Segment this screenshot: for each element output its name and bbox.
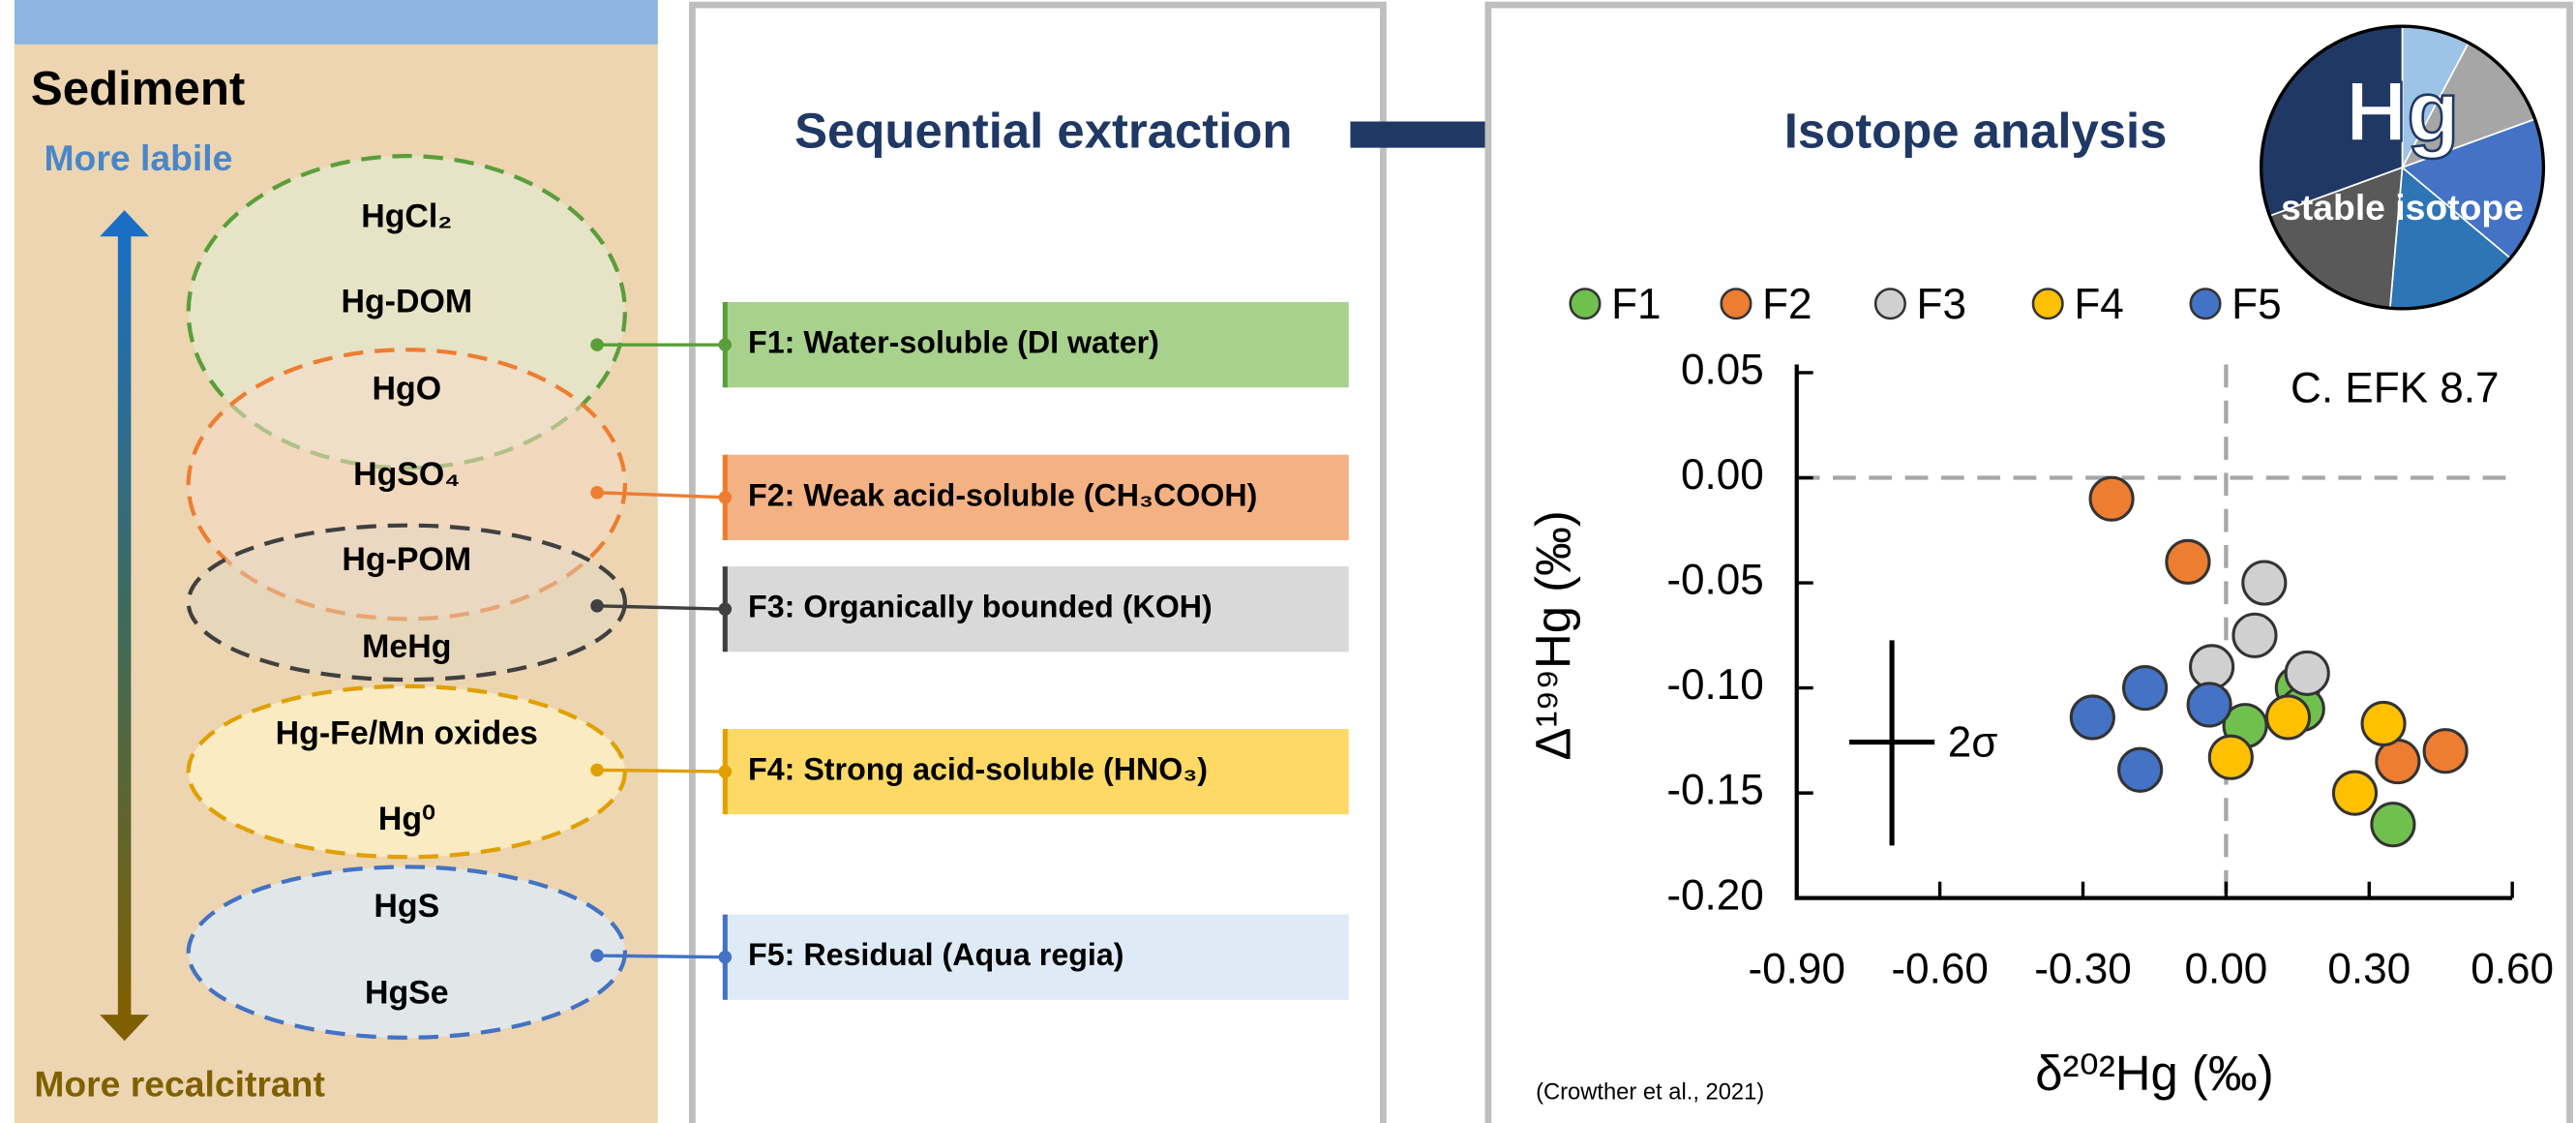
y-tick-label: -0.10 (1666, 661, 1763, 709)
y-tick-label: -0.15 (1666, 767, 1763, 814)
sediment-title: Sediment (31, 62, 245, 115)
species: HgSe (365, 975, 449, 1012)
connector (596, 491, 726, 500)
fraction-box (725, 914, 1349, 1000)
legend-marker (2189, 288, 2222, 320)
data-point (2370, 802, 2416, 848)
y-tick-label: -0.20 (1666, 871, 1763, 919)
fraction-box (725, 454, 1349, 540)
arrow-head (100, 1015, 150, 1042)
x-tick-label: 0.00 (2184, 946, 2267, 993)
pool (186, 865, 627, 1040)
connector-dot (718, 602, 733, 616)
x-tick-label: -0.30 (2034, 946, 2131, 993)
legend-label: F2 (1762, 281, 1812, 328)
y-tick-label: 0.00 (1681, 451, 1764, 499)
legend-marker (1873, 288, 1906, 320)
connector-dot (590, 949, 604, 962)
fraction-label: F3: Organically bounded (KOH) (748, 590, 1213, 624)
species: MeHg (362, 628, 451, 665)
data-point (2189, 644, 2235, 690)
pool (186, 348, 627, 622)
fraction-label: F2: Weak acid-soluble (CH₃COOH) (748, 477, 1257, 512)
connector-dot (718, 950, 733, 964)
data-point (2122, 665, 2169, 712)
species: Hg-POM (342, 541, 471, 578)
species: HgS (374, 888, 439, 925)
legend-label: F3 (1917, 281, 1966, 328)
connector-dot (718, 491, 733, 504)
connector (597, 768, 726, 774)
badge-symbol: Hg (2346, 63, 2460, 159)
fraction-label: F4: Strong acid-soluble (HNO₃) (748, 752, 1208, 787)
x-tick-label: -0.90 (1748, 946, 1844, 993)
legend-marker (1569, 288, 1602, 320)
arrow-head (100, 210, 150, 237)
data-point (2422, 728, 2469, 774)
data-point (2360, 700, 2407, 747)
data-point (2165, 538, 2211, 585)
legend-label: F1 (1611, 281, 1661, 328)
species: Hg⁰ (378, 801, 435, 837)
y-tick-label: 0.05 (1681, 347, 1764, 394)
lability-arrow (117, 232, 132, 1018)
annotation: C. EFK 8.7 (2291, 364, 2500, 411)
source: (Crowther et al., 2021) (1536, 1080, 1764, 1106)
y-axis-label: Δ¹⁹⁹Hg (‰) (1526, 510, 1581, 760)
fraction-label: F1: Water-soluble (DI water) (748, 325, 1159, 360)
connector-dot (718, 338, 733, 351)
data-point (2331, 770, 2379, 816)
connector-dot (590, 599, 604, 613)
x-tick-label: 0.60 (2471, 946, 2554, 993)
x-tick-label: -0.60 (1891, 946, 1988, 993)
species: HgSO₄ (353, 456, 460, 493)
legend-marker (2031, 288, 2064, 320)
species: HgCl₂ (361, 198, 452, 235)
x-tick-label: 0.30 (2327, 946, 2411, 993)
analysis-title: Isotope analysis (1784, 104, 2168, 159)
fraction-box (725, 566, 1349, 653)
fractions: F1: Water-soluble (DI water) F2: Weak aci… (590, 302, 1349, 1000)
data-point (2207, 734, 2254, 780)
data-point (2264, 694, 2312, 741)
y-tick-label: -0.05 (1666, 557, 1763, 604)
connector-dot (590, 485, 604, 500)
extraction-title: Sequential extraction (794, 104, 1292, 159)
x-axis-label: δ²⁰²Hg (‰) (2035, 1046, 2273, 1101)
data-point (2186, 682, 2232, 728)
data-point (2117, 746, 2164, 793)
connector-dot (590, 763, 604, 777)
error-label: 2σ (1948, 719, 1998, 767)
badge-label: stable isotope (2281, 187, 2524, 228)
data-point (2241, 560, 2288, 606)
fraction-box (725, 302, 1349, 388)
top-label: More labile (45, 137, 233, 178)
legend-marker (1720, 288, 1752, 320)
data-point (2284, 650, 2330, 696)
panel-strip (14, 0, 658, 45)
data-point (2088, 475, 2135, 522)
fraction-box (725, 728, 1349, 815)
isotope-badge (2259, 24, 2546, 311)
species: HgO (373, 371, 442, 408)
pool (186, 523, 627, 683)
data-point (2069, 694, 2115, 741)
scatter-chart: 0.05 0.00 -0.05 -0.10 -0.15 -0.20 -0.90 -0.60 -0… (1526, 281, 2554, 1101)
connector (596, 604, 726, 611)
data-point (2375, 738, 2421, 785)
legend-label: F5 (2232, 281, 2281, 328)
data-point (2232, 612, 2278, 658)
fraction-label: F5: Residual (Aqua regia) (748, 937, 1123, 972)
species: Hg-Fe/Mn oxides (276, 715, 538, 752)
bottom-label: More recalcitrant (34, 1064, 325, 1105)
badge-border (2259, 24, 2546, 311)
pools: HgCl₂ Hg-DOM HgO HgSO₄ Hg-POM MeHg Hg-Fe/Mn ox… (186, 153, 627, 1040)
connector-dot (718, 765, 733, 778)
legend-label: F4 (2074, 281, 2123, 328)
connector (597, 954, 726, 959)
species: Hg-DOM (342, 284, 473, 320)
connector-dot (590, 338, 604, 351)
